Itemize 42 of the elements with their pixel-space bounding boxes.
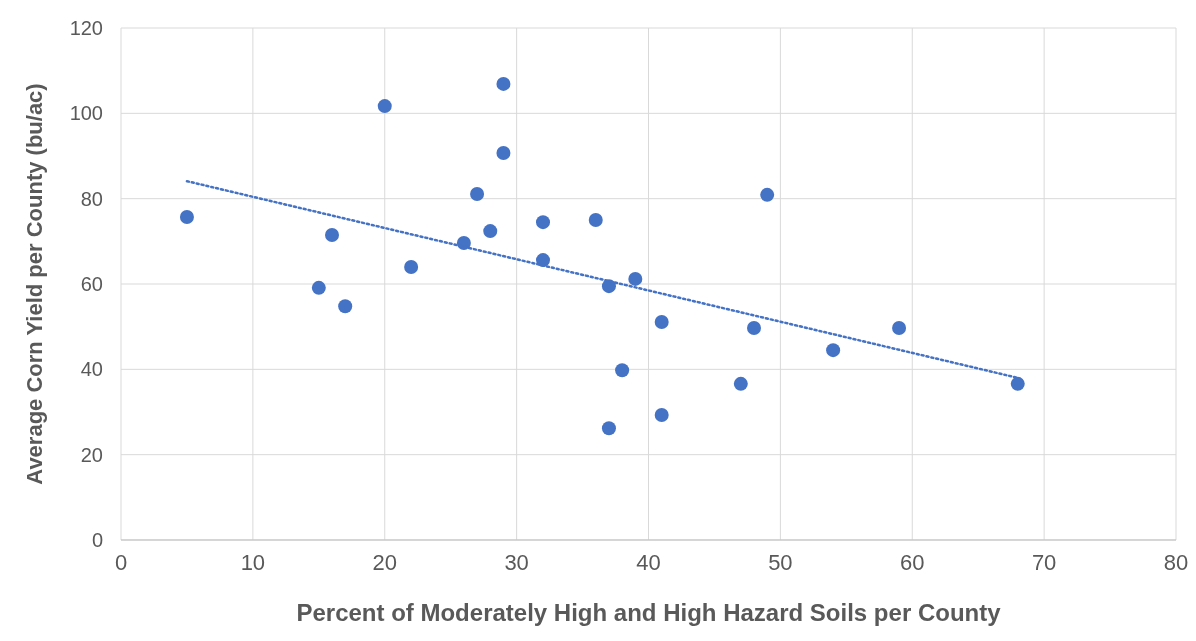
point xyxy=(496,146,511,161)
y-tick-label: 80 xyxy=(80,187,103,210)
point xyxy=(628,271,643,286)
point xyxy=(496,76,511,91)
x-axis-title: Percent of Moderately High and High Hazard Soils per County xyxy=(296,599,1002,626)
y-tick-label: 40 xyxy=(80,358,103,381)
y-tick-label: 60 xyxy=(80,273,103,295)
point xyxy=(179,210,194,225)
y-tick-label: 0 xyxy=(91,529,103,551)
x-tick-label: 20 xyxy=(372,550,397,575)
x-tick-label: 0 xyxy=(114,550,128,575)
x-tick-label: 10 xyxy=(240,550,266,575)
point xyxy=(325,227,339,242)
x-tick-label: 50 xyxy=(768,550,793,575)
point xyxy=(1010,376,1025,391)
point xyxy=(733,376,748,391)
x-tick-label: 30 xyxy=(504,550,529,575)
point xyxy=(377,99,392,114)
y-tick-label: 100 xyxy=(69,102,103,125)
point xyxy=(470,186,485,201)
point xyxy=(654,407,669,422)
point xyxy=(826,343,841,358)
point xyxy=(536,215,550,230)
point xyxy=(536,253,550,268)
point xyxy=(338,299,353,314)
x-tick-label: 80 xyxy=(1163,550,1189,575)
x-tick-label: 70 xyxy=(1031,550,1057,575)
y-tick-label: 120 xyxy=(69,17,103,39)
point xyxy=(615,363,630,378)
point xyxy=(588,213,603,227)
point xyxy=(892,320,907,335)
point xyxy=(747,320,761,335)
point xyxy=(601,421,616,436)
point xyxy=(760,187,775,202)
point xyxy=(483,224,498,239)
x-tick-label: 40 xyxy=(636,550,661,575)
x-tick-label: 60 xyxy=(900,550,925,575)
point xyxy=(404,259,419,274)
point xyxy=(654,314,669,329)
y-axis-title: Average Corn Yield per County (bu/ac) xyxy=(22,83,47,485)
point xyxy=(311,280,326,295)
y-tick-label: 20 xyxy=(80,443,103,466)
